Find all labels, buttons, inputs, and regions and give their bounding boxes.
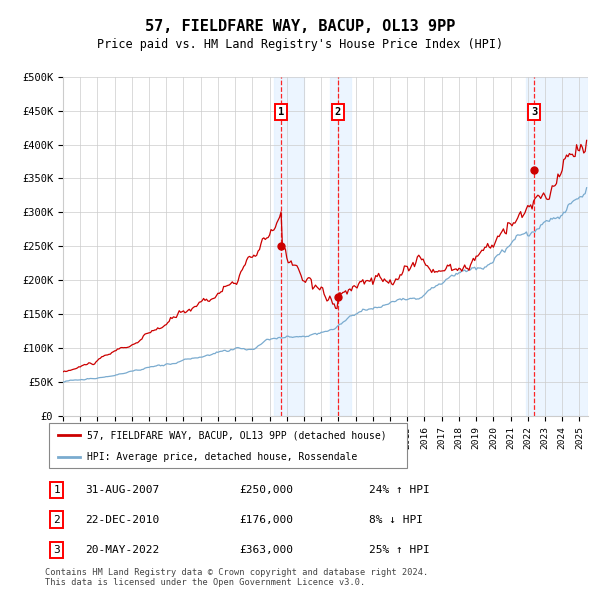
- Text: Price paid vs. HM Land Registry's House Price Index (HPI): Price paid vs. HM Land Registry's House …: [97, 38, 503, 51]
- Text: £176,000: £176,000: [239, 514, 293, 525]
- Text: 2: 2: [53, 514, 60, 525]
- Text: 57, FIELDFARE WAY, BACUP, OL13 9PP (detached house): 57, FIELDFARE WAY, BACUP, OL13 9PP (deta…: [88, 430, 387, 440]
- Text: £250,000: £250,000: [239, 486, 293, 495]
- FancyBboxPatch shape: [49, 423, 407, 468]
- Text: 1: 1: [278, 107, 284, 117]
- Text: 20-MAY-2022: 20-MAY-2022: [86, 545, 160, 555]
- Bar: [330, 77, 352, 416]
- Text: 3: 3: [53, 545, 60, 555]
- Text: HPI: Average price, detached house, Rossendale: HPI: Average price, detached house, Ross…: [88, 453, 358, 462]
- Text: Contains HM Land Registry data © Crown copyright and database right 2024.
This d: Contains HM Land Registry data © Crown c…: [45, 568, 428, 587]
- Text: 1: 1: [53, 486, 60, 495]
- Text: 2: 2: [335, 107, 341, 117]
- Text: 22-DEC-2010: 22-DEC-2010: [86, 514, 160, 525]
- Text: 3: 3: [531, 107, 538, 117]
- Text: 31-AUG-2007: 31-AUG-2007: [86, 486, 160, 495]
- Text: 24% ↑ HPI: 24% ↑ HPI: [369, 486, 430, 495]
- Bar: [526, 77, 588, 416]
- Text: 25% ↑ HPI: 25% ↑ HPI: [369, 545, 430, 555]
- Text: 57, FIELDFARE WAY, BACUP, OL13 9PP: 57, FIELDFARE WAY, BACUP, OL13 9PP: [145, 19, 455, 34]
- Bar: [274, 77, 304, 416]
- Text: 8% ↓ HPI: 8% ↓ HPI: [369, 514, 423, 525]
- Text: £363,000: £363,000: [239, 545, 293, 555]
